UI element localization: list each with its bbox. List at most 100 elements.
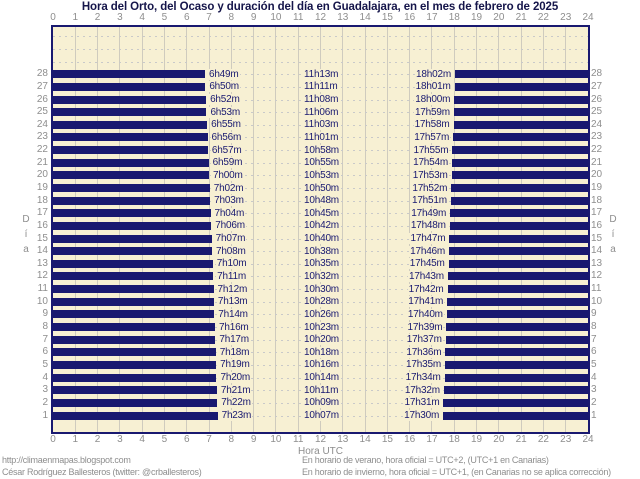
sunset-time-label: 17h53m [411, 169, 449, 181]
day-number-right: 14 [591, 245, 603, 257]
x-tick-top-16: 16 [404, 12, 416, 23]
day-number-left: 13 [36, 257, 48, 269]
x-tick-bottom-10: 10 [270, 434, 282, 445]
sunset-time-label: 18h00m [414, 94, 452, 106]
day-duration-label: 10h14m [303, 372, 340, 384]
gridline-hour-11 [297, 27, 299, 432]
x-tick-top-9: 9 [250, 12, 257, 23]
sunrise-time-label: 7h08m [215, 245, 247, 257]
x-tick-top-23: 23 [560, 12, 572, 23]
row-gridline-day-31 [53, 36, 588, 38]
day-duration-label: 10h11m [303, 384, 340, 396]
night-bar-after-sunset [444, 360, 588, 369]
day-number-left: 9 [42, 308, 48, 320]
day-number-right: 9 [591, 308, 597, 320]
day-duration-label: 10h50m [303, 182, 340, 194]
day-number-left: 15 [36, 232, 48, 244]
day-number-left: 14 [36, 245, 48, 257]
sunset-time-label: 17h40m [406, 308, 444, 320]
sunrise-time-label: 6h52m [209, 94, 241, 106]
day-duration-label: 10h28m [303, 296, 340, 308]
day-number-right: 7 [591, 333, 597, 345]
sunrise-time-label: 7h12m [216, 283, 249, 295]
day-duration-label: 10h55m [303, 157, 340, 169]
night-bar-before-sunrise [53, 184, 210, 193]
day-duration-label: 11h08m [303, 94, 340, 106]
x-tick-top-7: 7 [206, 12, 212, 23]
day-number-right: 22 [591, 144, 603, 156]
x-tick-bottom-16: 16 [404, 434, 416, 445]
night-bar-before-sunrise [53, 209, 211, 218]
night-bar-before-sunrise [53, 386, 217, 395]
day-number-left: 4 [42, 371, 48, 383]
night-bar-before-sunrise [53, 310, 215, 319]
gridline-hour-10 [275, 27, 277, 432]
sunset-time-label: 17h41m [407, 296, 445, 308]
night-bar-before-sunrise [53, 133, 208, 142]
night-bar-after-sunset [447, 272, 588, 281]
night-bar-after-sunset [450, 209, 588, 218]
sunset-time-label: 17h32m [403, 384, 441, 396]
sunrise-time-label: 7h18m [218, 346, 251, 358]
day-number-right: 3 [591, 384, 597, 396]
night-bar-after-sunset [447, 297, 588, 306]
day-number-left: 28 [36, 68, 48, 80]
x-tick-top-0: 0 [50, 12, 56, 23]
night-bar-after-sunset [453, 120, 588, 129]
day-number-left: 19 [36, 182, 48, 194]
day-number-right: 24 [591, 118, 603, 130]
night-bar-before-sunrise [53, 95, 207, 104]
day-number-left: 3 [42, 384, 48, 396]
day-number-left: 10 [36, 295, 48, 307]
night-bar-after-sunset [449, 247, 588, 256]
night-bar-after-sunset [443, 398, 588, 407]
footer-author: César Rodríguez Ballesteros (twitter: @c… [2, 467, 202, 477]
x-tick-bottom-22: 22 [537, 434, 549, 445]
night-bar-after-sunset [450, 196, 588, 205]
night-bar-after-sunset [446, 323, 588, 332]
sunrise-time-label: 7h16m [217, 321, 250, 333]
day-duration-label: 10h26m [303, 308, 340, 320]
x-tick-top-1: 1 [72, 12, 79, 23]
day-duration-label: 10h30m [303, 283, 340, 295]
sunrise-time-label: 7h23m [220, 410, 253, 421]
day-number-right: 28 [591, 68, 603, 80]
sunset-time-label: 17h47m [409, 233, 447, 245]
x-tick-top-18: 18 [448, 12, 460, 23]
x-tick-bottom-13: 13 [337, 434, 349, 445]
x-tick-top-4: 4 [139, 12, 145, 23]
day-number-left: 6 [42, 346, 48, 358]
day-duration-label: 11h11m [303, 81, 339, 93]
night-bar-before-sunrise [53, 285, 214, 294]
x-tick-top-2: 2 [94, 12, 101, 23]
day-duration-label: 10h40m [303, 233, 340, 245]
x-tick-bottom-20: 20 [493, 434, 505, 445]
sunrise-time-label: 7h11m [216, 270, 247, 282]
x-tick-top-14: 14 [359, 12, 371, 23]
x-tick-bottom-2: 2 [94, 434, 101, 445]
day-number-left: 20 [36, 169, 48, 181]
day-number-left: 18 [36, 194, 48, 206]
sunset-time-label: 17h57m [413, 131, 451, 143]
sunrise-time-label: 6h53m [209, 106, 242, 118]
x-tick-bottom-18: 18 [448, 434, 460, 445]
x-tick-top-6: 6 [183, 12, 190, 23]
day-duration-label: 10h32m [303, 270, 340, 282]
x-tick-top-20: 20 [493, 12, 505, 23]
sunset-time-label: 17h48m [409, 220, 447, 232]
sunrise-time-label: 7h03m [213, 195, 245, 207]
gridline-hour-13 [342, 27, 344, 432]
night-bar-before-sunrise [53, 171, 210, 180]
sunset-time-label: 17h49m [410, 207, 448, 219]
day-number-right: 5 [591, 358, 597, 370]
night-bar-after-sunset [454, 82, 588, 91]
night-bar-before-sunrise [53, 373, 217, 382]
x-tick-bottom-19: 19 [470, 434, 483, 445]
night-bar-before-sunrise [53, 70, 205, 79]
night-bar-after-sunset [445, 335, 588, 344]
day-number-right: 26 [591, 93, 603, 105]
day-duration-label: 10h38m [303, 245, 340, 257]
day-number-right: 2 [591, 396, 597, 408]
x-tick-top-19: 19 [470, 12, 483, 23]
